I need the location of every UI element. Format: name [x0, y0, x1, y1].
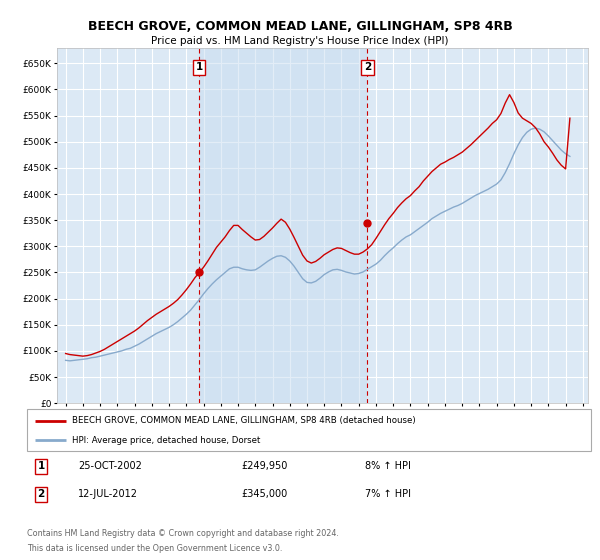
Text: 7% ↑ HPI: 7% ↑ HPI	[365, 489, 412, 500]
FancyBboxPatch shape	[27, 409, 591, 451]
Text: £345,000: £345,000	[241, 489, 287, 500]
Bar	[199, 48, 367, 403]
Text: BEECH GROVE, COMMON MEAD LANE, GILLINGHAM, SP8 4RB (detached house): BEECH GROVE, COMMON MEAD LANE, GILLINGHA…	[72, 416, 416, 425]
Text: This data is licensed under the Open Government Licence v3.0.: This data is licensed under the Open Gov…	[27, 544, 283, 553]
Text: HPI: Average price, detached house, Dorset: HPI: Average price, detached house, Dors…	[72, 436, 260, 445]
Text: 2: 2	[364, 62, 371, 72]
Text: 1: 1	[196, 62, 203, 72]
Text: £249,950: £249,950	[241, 461, 287, 472]
Text: 25-OCT-2002: 25-OCT-2002	[78, 461, 142, 472]
Text: 1: 1	[37, 461, 45, 472]
Text: BEECH GROVE, COMMON MEAD LANE, GILLINGHAM, SP8 4RB: BEECH GROVE, COMMON MEAD LANE, GILLINGHA…	[88, 20, 512, 32]
Text: 2: 2	[37, 489, 45, 500]
Text: 8% ↑ HPI: 8% ↑ HPI	[365, 461, 411, 472]
Text: Price paid vs. HM Land Registry's House Price Index (HPI): Price paid vs. HM Land Registry's House …	[151, 36, 449, 46]
Text: 12-JUL-2012: 12-JUL-2012	[78, 489, 138, 500]
Text: Contains HM Land Registry data © Crown copyright and database right 2024.: Contains HM Land Registry data © Crown c…	[27, 529, 339, 538]
